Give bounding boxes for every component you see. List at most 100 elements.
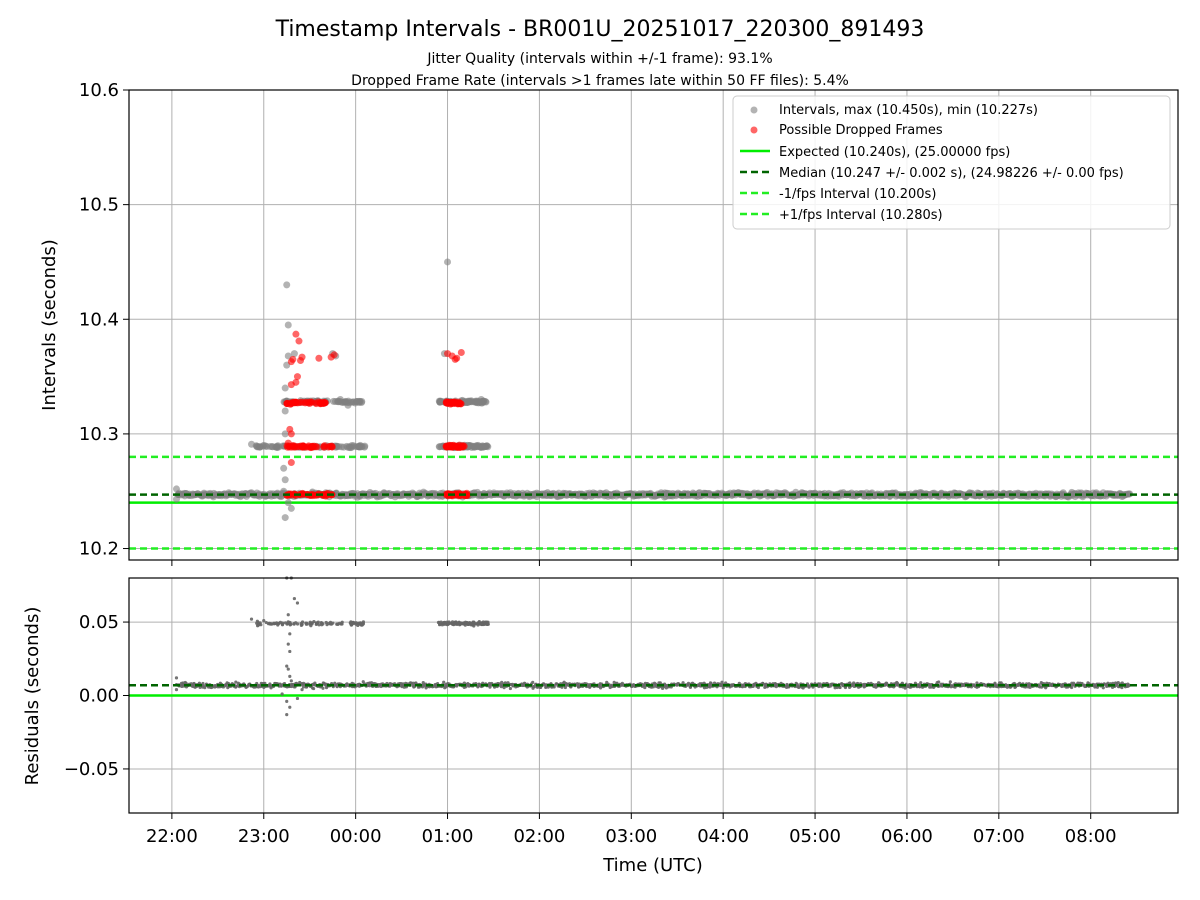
legend-label: Expected (10.240s), (25.00000 fps) xyxy=(779,145,1010,160)
residual-point xyxy=(285,699,289,703)
residual-point xyxy=(361,680,365,684)
residual-point xyxy=(1101,686,1105,690)
residual-point xyxy=(720,680,724,684)
dropped-frame-point xyxy=(289,355,297,363)
y-tick-label: 10.6 xyxy=(79,80,119,101)
dropped-frame-point xyxy=(320,491,328,499)
residual-point xyxy=(288,674,292,679)
residual-point xyxy=(249,617,254,621)
residual-point xyxy=(937,680,941,684)
intervals-points xyxy=(129,258,1178,522)
dropped-frame-point xyxy=(456,399,464,407)
dropped-frame-point xyxy=(287,381,295,389)
residual-point xyxy=(848,681,852,685)
intervals-x-tick-marks xyxy=(171,560,1092,566)
interval-point xyxy=(172,485,180,493)
residual-point xyxy=(438,622,442,626)
interval-point xyxy=(281,476,289,484)
dropped-frame-point xyxy=(295,337,303,345)
interval-point xyxy=(290,350,298,358)
residual-point xyxy=(289,679,293,683)
residual-point xyxy=(472,620,476,624)
residual-point xyxy=(446,622,450,626)
dropped-frame-point xyxy=(442,399,450,407)
x-tick-label: 02:00 xyxy=(513,826,565,847)
y-tick-label: 10.3 xyxy=(79,424,119,445)
interval-point xyxy=(281,430,289,438)
x-tick-label: 05:00 xyxy=(789,826,841,847)
residual-point xyxy=(756,685,760,690)
y-tick-label: 10.5 xyxy=(79,195,119,216)
residual-point xyxy=(324,620,328,625)
dropped-frame-point xyxy=(289,399,297,407)
intervals-y-axis-label: Intervals (seconds) xyxy=(39,239,60,411)
residual-point xyxy=(367,684,372,688)
interval-point xyxy=(248,440,256,448)
legend-item-dropped: Possible Dropped Frames xyxy=(750,123,943,138)
residual-point xyxy=(201,681,205,686)
residual-point xyxy=(174,676,179,680)
interval-point xyxy=(268,443,276,451)
residual-point xyxy=(453,620,457,624)
residual-point xyxy=(305,621,309,625)
chart-subtitle-dropped: Dropped Frame Rate (intervals >1 frames … xyxy=(351,73,849,89)
residual-point xyxy=(279,684,283,688)
dropped-frame-point xyxy=(287,459,295,467)
residual-point xyxy=(948,680,952,684)
residual-point xyxy=(312,619,316,624)
interval-point xyxy=(358,398,366,406)
intervals-y-ticks: 10.2 10.3 10.4 10.5 10.6 xyxy=(79,80,129,560)
residual-point xyxy=(280,692,284,696)
interval-point xyxy=(436,398,444,406)
dropped-frame-point xyxy=(295,399,303,407)
residual-point xyxy=(278,620,283,624)
y-tick-label: 10.4 xyxy=(79,309,119,330)
residual-point xyxy=(301,685,306,689)
legend-item-median: Median (10.247 +/- 0.002 s), (24.98226 +… xyxy=(740,166,1124,181)
residual-point xyxy=(234,680,238,684)
interval-point xyxy=(260,441,268,449)
x-tick-label: 07:00 xyxy=(973,826,1025,847)
residual-point xyxy=(352,621,356,625)
dropped-frame-point xyxy=(327,353,335,361)
interval-point xyxy=(356,441,364,449)
interval-point xyxy=(284,499,292,507)
x-tick-label: 04:00 xyxy=(697,826,749,847)
residual-point xyxy=(421,681,425,685)
residual-point xyxy=(295,696,300,701)
residual-point xyxy=(450,622,454,626)
residual-point xyxy=(286,642,290,646)
residual-point xyxy=(288,649,292,654)
residual-point xyxy=(288,632,292,636)
residual-point xyxy=(285,712,289,717)
chart-subtitle-jitter: Jitter Quality (intervals within +/-1 fr… xyxy=(426,51,772,67)
x-tick-label: 00:00 xyxy=(330,826,382,847)
y-tick-label: 0.00 xyxy=(79,686,119,707)
residual-point xyxy=(331,621,335,625)
dropped-frame-point xyxy=(321,399,329,407)
x-tick-label: 01:00 xyxy=(422,826,474,847)
interval-point xyxy=(172,495,180,503)
dropped-frame-point xyxy=(449,398,457,406)
interval-point xyxy=(477,396,485,404)
residual-point xyxy=(309,624,313,628)
x-tick-label: 08:00 xyxy=(1065,826,1117,847)
residual-point xyxy=(262,618,266,623)
legend-item-expected: Expected (10.240s), (25.00000 fps) xyxy=(740,145,1010,160)
dropped-frame-point xyxy=(297,357,305,365)
residual-point xyxy=(464,621,469,625)
residual-point xyxy=(356,623,360,628)
interval-point xyxy=(281,384,289,392)
residual-point xyxy=(442,680,446,684)
interval-point xyxy=(353,398,361,406)
dropped-frame-point xyxy=(457,443,465,451)
interval-point xyxy=(287,504,295,512)
residual-point xyxy=(259,623,263,627)
residual-point xyxy=(476,623,480,627)
residual-point xyxy=(335,622,339,626)
x-tick-label: 03:00 xyxy=(605,826,657,847)
legend-marker xyxy=(750,106,758,114)
residual-point xyxy=(321,622,325,626)
residual-point xyxy=(286,621,290,626)
intervals-axes-frame xyxy=(128,89,1179,561)
